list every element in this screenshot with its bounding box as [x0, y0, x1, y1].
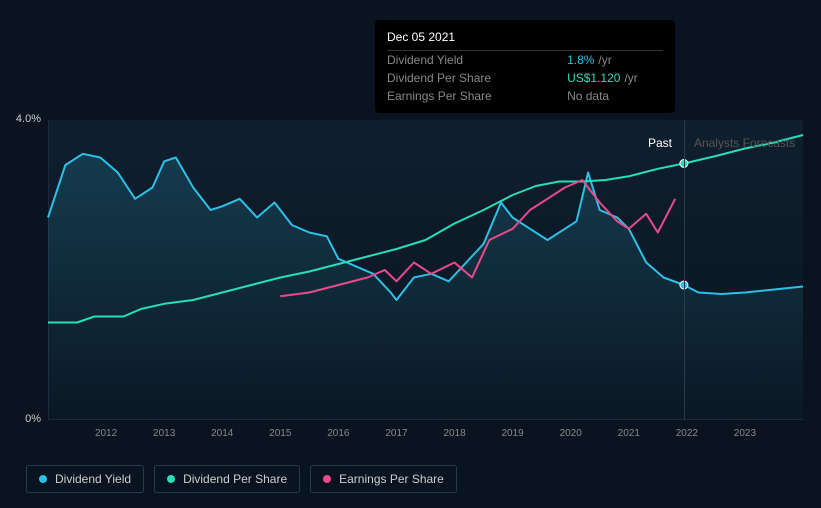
- x-axis-label: 2019: [501, 428, 523, 439]
- tooltip-row-label: Dividend Per Share: [387, 69, 567, 87]
- tooltip-row-value: No data: [567, 87, 663, 105]
- legend-label: Earnings Per Share: [339, 472, 444, 486]
- legend-dot-icon: [167, 475, 175, 483]
- chart-svg: [48, 120, 803, 420]
- legend-item-earnings_per_share[interactable]: Earnings Per Share: [310, 465, 457, 493]
- past-label: Past: [648, 136, 672, 150]
- legend-label: Dividend Per Share: [183, 472, 287, 486]
- chart-tooltip: Dec 05 2021 Dividend Yield1.8%/yrDividen…: [375, 20, 675, 113]
- legend-label: Dividend Yield: [55, 472, 131, 486]
- legend-dot-icon: [323, 475, 331, 483]
- tooltip-row-label: Dividend Yield: [387, 51, 567, 70]
- tooltip-row-value: 1.8%/yr: [567, 51, 663, 70]
- x-axis-label: 2018: [443, 428, 465, 439]
- x-axis-label: 2016: [327, 428, 349, 439]
- dividend-chart: Past Analysts Forecasts 0%4.0%2012201320…: [48, 100, 803, 420]
- x-axis-label: 2014: [211, 428, 233, 439]
- x-axis-label: 2022: [676, 428, 698, 439]
- chart-legend: Dividend Yield Dividend Per Share Earnings…: [26, 465, 457, 493]
- x-axis-label: 2015: [269, 428, 291, 439]
- forecast-label: Analysts Forecasts: [694, 136, 795, 150]
- y-axis-label: 0%: [25, 413, 41, 425]
- x-axis-label: 2020: [560, 428, 582, 439]
- y-axis-label: 4.0%: [16, 113, 41, 125]
- legend-item-dividend_per_share[interactable]: Dividend Per Share: [154, 465, 300, 493]
- x-axis-label: 2013: [153, 428, 175, 439]
- tooltip-row-value: US$1.120/yr: [567, 69, 663, 87]
- x-axis-label: 2021: [618, 428, 640, 439]
- series-group: [48, 135, 803, 420]
- tooltip-date: Dec 05 2021: [387, 28, 663, 51]
- x-axis-label: 2017: [385, 428, 407, 439]
- x-axis-label: 2012: [95, 428, 117, 439]
- x-axis-label: 2023: [734, 428, 756, 439]
- legend-item-dividend_yield[interactable]: Dividend Yield: [26, 465, 144, 493]
- past-forecast-divider: [684, 120, 685, 420]
- legend-dot-icon: [39, 475, 47, 483]
- tooltip-row-label: Earnings Per Share: [387, 87, 567, 105]
